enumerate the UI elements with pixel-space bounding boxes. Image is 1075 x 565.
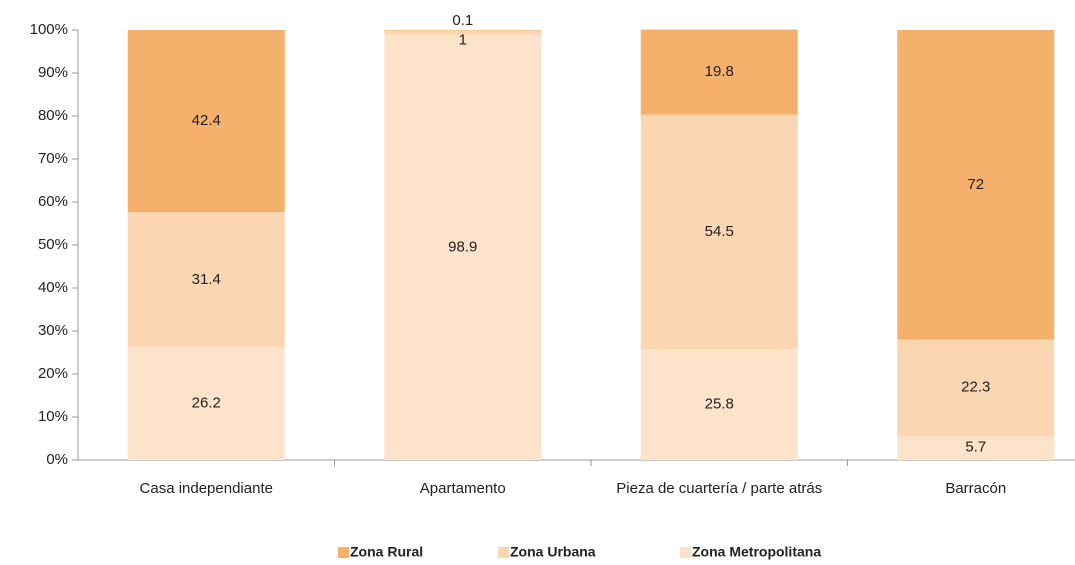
data-label: 31.4 <box>192 271 221 288</box>
y-tick-label: 90% <box>38 64 68 81</box>
data-label: 98.9 <box>448 238 477 255</box>
data-label: 42.4 <box>192 112 221 129</box>
data-label: 22.3 <box>961 379 990 396</box>
bar-segment <box>127 212 285 348</box>
bar-segment <box>897 30 1055 340</box>
data-label: 25.8 <box>705 395 734 412</box>
legend-swatch <box>498 547 509 558</box>
y-tick-label: 20% <box>38 365 68 382</box>
legend-label: Zona Rural <box>350 544 423 560</box>
bar-segment <box>384 30 542 35</box>
y-tick-label: 10% <box>38 408 68 425</box>
legend-swatch <box>680 547 691 558</box>
y-tick-label: 100% <box>30 21 68 38</box>
data-label: 54.5 <box>705 223 734 240</box>
y-tick-label: 80% <box>38 107 68 124</box>
bar-segment <box>640 114 798 350</box>
legend-label: Zona Urbana <box>510 544 596 560</box>
data-label: 26.2 <box>192 395 221 412</box>
bar-segment <box>127 30 285 213</box>
data-label: 19.8 <box>705 63 734 80</box>
data-label: 72 <box>967 176 984 193</box>
legend-label: Zona Metropolitana <box>692 544 821 560</box>
bar-segment <box>384 34 542 460</box>
y-tick-label: 50% <box>38 236 68 253</box>
bar-segment <box>640 349 798 460</box>
y-tick-label: 40% <box>38 279 68 296</box>
x-tick-label: Apartamento <box>419 480 506 497</box>
y-tick-label: 0% <box>46 451 68 468</box>
data-label: 1 <box>459 31 467 48</box>
y-tick-label: 30% <box>38 322 68 339</box>
x-tick-label: Pieza de cuartería / parte atrás <box>616 480 823 497</box>
data-label: 5.7 <box>965 439 986 456</box>
bar-segment <box>640 29 798 115</box>
y-tick-label: 70% <box>38 150 68 167</box>
y-tick-label: 60% <box>38 193 68 210</box>
bar-segment <box>897 339 1055 436</box>
bar-segment <box>127 347 285 460</box>
legend-swatch <box>338 547 349 558</box>
bar-segment <box>897 435 1055 460</box>
data-label: 0.1 <box>452 12 473 29</box>
x-tick-label: Casa independiante <box>139 480 273 497</box>
x-tick-label: Barracón <box>945 480 1007 497</box>
